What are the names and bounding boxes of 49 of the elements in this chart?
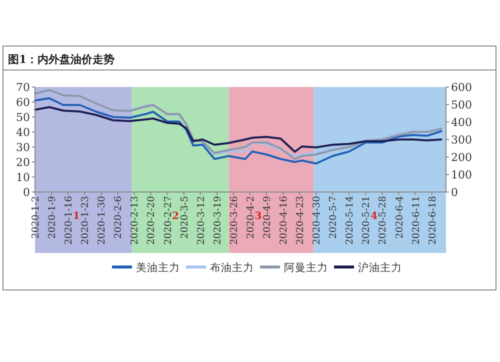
band-label: 1 — [72, 211, 80, 222]
x-tick-label: 2020-4-16 — [278, 196, 290, 245]
legend-label: 布油主力 — [210, 261, 254, 274]
x-tick-label: 2020-2-13 — [130, 196, 141, 245]
y-tick-label: 10 — [16, 171, 30, 184]
y-tick-label: 30 — [16, 141, 30, 154]
y2-tick-label: 400 — [451, 116, 472, 129]
band-label: 3 — [254, 211, 262, 222]
x-tick-label: 2020-6-11 — [410, 196, 422, 245]
x-tick-label: 2020-1-16 — [64, 196, 75, 245]
x-tick-label: 2020-2-20 — [146, 196, 158, 245]
x-tick-label: 2020-5-7 — [328, 196, 340, 239]
x-tick-label: 2020-5-14 — [344, 196, 356, 245]
band-label: 4 — [370, 211, 378, 222]
x-tick-label: 2020-3-26 — [228, 196, 240, 245]
x-tick-label: 2020-4-9 — [262, 196, 273, 239]
x-tick-label: 2020-4-2 — [245, 196, 256, 239]
x-tick-label: 2020-3-5 — [179, 196, 190, 239]
y-tick-label: 20 — [16, 156, 30, 169]
x-tick-label: 2020-6-18 — [427, 196, 438, 245]
y2-tick-label: 0 — [451, 186, 458, 199]
y2-tick-label: 600 — [451, 81, 472, 94]
y-tick-label: 40 — [16, 126, 30, 139]
x-tick-label: 2020-2-6 — [113, 196, 124, 239]
legend-label: 沪油主力 — [358, 261, 402, 274]
legend-label: 美油主力 — [136, 261, 180, 274]
y2-tick-label: 100 — [451, 168, 472, 182]
chart-title: 图1：内外盘油价走势 — [8, 53, 115, 66]
x-tick-label: 2020-1-30 — [96, 196, 108, 245]
y2-tick-label: 200 — [451, 151, 472, 164]
x-tick-label: 2020-1-2 — [30, 196, 42, 239]
x-tick-label: 2020-3-12 — [196, 196, 207, 245]
x-tick-label: 2020-6-4 — [394, 196, 406, 239]
band-label: 2 — [172, 211, 180, 222]
y-tick-label: 50 — [16, 111, 30, 124]
x-tick-label: 2020-4-30 — [312, 196, 323, 245]
x-tick-label: 2020-3-19 — [212, 196, 224, 245]
y2-tick-label: 300 — [451, 134, 472, 146]
x-tick-label: 2020-4-23 — [295, 196, 306, 245]
x-tick-label: 2020-1-23 — [80, 196, 92, 245]
y-tick-label: 0 — [23, 186, 30, 199]
x-tick-label: 2020-1-9 — [47, 196, 58, 239]
x-tick-label: 2020-5-28 — [378, 196, 389, 245]
x-tick-label: 2020-5-21 — [361, 196, 372, 245]
x-tick-label: 2020-2-27 — [162, 196, 174, 245]
y-tick-label: 70 — [16, 81, 30, 94]
legend-label: 阿曼主力 — [284, 261, 328, 274]
y2-tick-label: 500 — [451, 98, 472, 112]
y-tick-label: 60 — [16, 96, 30, 109]
